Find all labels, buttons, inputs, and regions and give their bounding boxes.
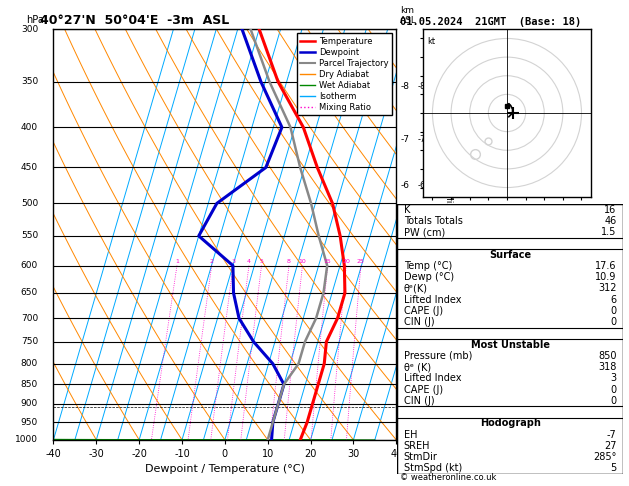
Text: PW (cm): PW (cm) xyxy=(404,227,445,237)
Text: 650: 650 xyxy=(21,288,38,297)
Text: 400: 400 xyxy=(21,123,38,132)
Text: Temp (°C): Temp (°C) xyxy=(404,261,452,271)
Text: θᵉ(K): θᵉ(K) xyxy=(404,283,428,294)
Text: 8: 8 xyxy=(287,259,291,263)
Text: Lifted Index: Lifted Index xyxy=(404,295,461,305)
X-axis label: Dewpoint / Temperature (°C): Dewpoint / Temperature (°C) xyxy=(145,465,305,474)
Text: 950: 950 xyxy=(21,418,38,427)
Text: 01.05.2024  21GMT  (Base: 18): 01.05.2024 21GMT (Base: 18) xyxy=(400,17,581,27)
Text: K: K xyxy=(404,205,410,215)
Text: StmDir: StmDir xyxy=(404,452,438,462)
Text: -6: -6 xyxy=(401,181,409,191)
Text: 750: 750 xyxy=(21,337,38,346)
Text: EH: EH xyxy=(404,430,417,439)
Text: Lifted Index: Lifted Index xyxy=(404,373,461,383)
Text: Pressure (mb): Pressure (mb) xyxy=(404,351,472,361)
Text: 27: 27 xyxy=(604,441,616,451)
Text: Totals Totals: Totals Totals xyxy=(404,216,462,226)
Text: -6: -6 xyxy=(418,181,426,191)
Text: 300: 300 xyxy=(21,25,38,34)
Text: LCL: LCL xyxy=(401,402,416,412)
Text: -7: -7 xyxy=(607,430,616,439)
Text: 3: 3 xyxy=(610,373,616,383)
Text: 17.6: 17.6 xyxy=(595,261,616,271)
Text: -7: -7 xyxy=(418,135,426,144)
Text: 20: 20 xyxy=(342,259,350,263)
Text: kt: kt xyxy=(427,36,435,46)
Text: 600: 600 xyxy=(21,261,38,270)
Text: -3: -3 xyxy=(401,313,409,323)
Text: -5: -5 xyxy=(401,225,409,234)
Text: 1000: 1000 xyxy=(15,435,38,444)
Text: Mixing Ratio (g/kg): Mixing Ratio (g/kg) xyxy=(444,191,454,278)
Text: -1: -1 xyxy=(418,399,426,408)
Text: 850: 850 xyxy=(21,380,38,389)
Text: 0: 0 xyxy=(610,384,616,395)
Text: Most Unstable: Most Unstable xyxy=(470,340,550,349)
Text: -7: -7 xyxy=(401,135,409,144)
Text: © weatheronline.co.uk: © weatheronline.co.uk xyxy=(400,473,496,482)
Text: 4: 4 xyxy=(247,259,251,263)
Text: -4: -4 xyxy=(418,267,426,276)
Text: 550: 550 xyxy=(21,231,38,241)
Text: 5: 5 xyxy=(260,259,264,263)
Text: 1: 1 xyxy=(175,259,179,263)
Text: 450: 450 xyxy=(21,163,38,172)
Text: 0: 0 xyxy=(610,317,616,327)
Text: -3: -3 xyxy=(418,313,426,323)
Text: 6: 6 xyxy=(610,295,616,305)
Text: 40°27'N  50°04'E  -3m  ASL: 40°27'N 50°04'E -3m ASL xyxy=(40,14,229,27)
Legend: Temperature, Dewpoint, Parcel Trajectory, Dry Adiabat, Wet Adiabat, Isotherm, Mi: Temperature, Dewpoint, Parcel Trajectory… xyxy=(297,34,392,116)
Text: 16: 16 xyxy=(604,205,616,215)
Text: Hodograph: Hodograph xyxy=(480,418,540,428)
Text: 15: 15 xyxy=(324,259,331,263)
Text: Surface: Surface xyxy=(489,250,531,260)
Text: 318: 318 xyxy=(598,362,616,372)
Text: 25: 25 xyxy=(357,259,365,263)
Text: -8: -8 xyxy=(418,82,426,91)
Text: 10.9: 10.9 xyxy=(595,272,616,282)
Text: 800: 800 xyxy=(21,359,38,368)
Text: -2: -2 xyxy=(418,359,426,368)
Text: 0: 0 xyxy=(610,396,616,406)
Text: 700: 700 xyxy=(21,313,38,323)
Text: 0: 0 xyxy=(610,306,616,316)
Text: km
ASL: km ASL xyxy=(399,6,416,25)
Text: 285°: 285° xyxy=(593,452,616,462)
Text: 900: 900 xyxy=(21,399,38,408)
Text: θᵉ (K): θᵉ (K) xyxy=(404,362,431,372)
Text: -8: -8 xyxy=(401,82,409,91)
Text: -5: -5 xyxy=(418,225,426,234)
Text: -1: -1 xyxy=(401,399,409,408)
Text: SREH: SREH xyxy=(404,441,430,451)
Text: CIN (J): CIN (J) xyxy=(404,317,434,327)
Text: 1.5: 1.5 xyxy=(601,227,616,237)
Text: Dewp (°C): Dewp (°C) xyxy=(404,272,454,282)
Text: 3: 3 xyxy=(231,259,235,263)
Text: -2: -2 xyxy=(401,359,409,368)
Text: 5: 5 xyxy=(610,463,616,473)
Text: CAPE (J): CAPE (J) xyxy=(404,306,443,316)
Text: 312: 312 xyxy=(598,283,616,294)
Text: 10: 10 xyxy=(299,259,306,263)
Text: 350: 350 xyxy=(21,77,38,86)
Text: hPa: hPa xyxy=(26,15,43,25)
Text: CIN (J): CIN (J) xyxy=(404,396,434,406)
Text: 850: 850 xyxy=(598,351,616,361)
Text: CAPE (J): CAPE (J) xyxy=(404,384,443,395)
Text: 46: 46 xyxy=(604,216,616,226)
Text: StmSpd (kt): StmSpd (kt) xyxy=(404,463,462,473)
Text: 2: 2 xyxy=(209,259,214,263)
Text: -4: -4 xyxy=(401,267,409,276)
Text: 500: 500 xyxy=(21,199,38,208)
